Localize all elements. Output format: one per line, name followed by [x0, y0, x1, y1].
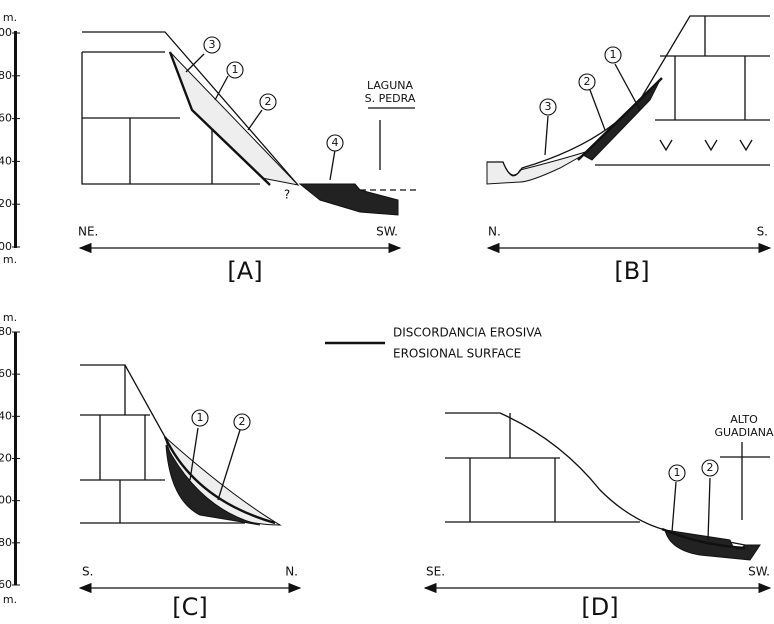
- marker: 4: [332, 136, 339, 149]
- y-tick-label: 840: [0, 154, 12, 167]
- panel-c: 1 2 S. N. [C]: [78, 364, 302, 621]
- direction-right: N.: [285, 565, 298, 579]
- y-tick-label: 820: [0, 452, 12, 465]
- y-tick-label: 900: [0, 26, 12, 39]
- direction-right: SW.: [376, 225, 398, 239]
- legend-text: EROSIONAL SURFACE: [393, 347, 521, 361]
- note: LAGUNA: [367, 79, 414, 92]
- marker-circle: [578, 73, 596, 91]
- note: ?: [284, 188, 290, 202]
- y-tick-label: 860: [0, 112, 12, 125]
- panel-label: [D]: [581, 593, 618, 621]
- deposit-4: [298, 183, 399, 216]
- marker: 2: [265, 95, 272, 108]
- note: S. PEDRA: [365, 92, 416, 105]
- marker-circle: [191, 409, 209, 427]
- marker-circle: [233, 413, 251, 431]
- leaders: [671, 442, 770, 541]
- direction-left: S.: [82, 565, 93, 579]
- panel-label: [B]: [614, 257, 649, 285]
- y-tick-label: 800: [0, 240, 12, 253]
- unit: m.: [3, 311, 17, 324]
- note: ALTO: [730, 413, 758, 426]
- panel-b: 1 2 3 N. S. [B]: [486, 15, 772, 285]
- gypsum-symbols: [659, 139, 753, 152]
- marker-circle: [203, 36, 221, 54]
- panel-a: 3 1 2 4 LAGUNA S. PEDRA ? NE. SW. [A]: [78, 31, 420, 285]
- marker: 3: [545, 100, 552, 113]
- profile: [445, 412, 746, 546]
- marker-circle: [326, 134, 344, 152]
- y-tick-label: 820: [0, 197, 12, 210]
- profile: [80, 364, 281, 526]
- marker: 1: [197, 411, 204, 424]
- marker-circle: [226, 61, 244, 79]
- marker: 2: [239, 415, 246, 428]
- axis-bar: [14, 31, 17, 248]
- strata: [81, 51, 260, 185]
- direction-left: N.: [488, 225, 501, 239]
- legend: DISCORDANCIA EROSIVA EROSIONAL SURFACE: [325, 326, 543, 361]
- profile: [82, 31, 299, 186]
- leaders: [185, 53, 336, 181]
- marker-circle: [701, 459, 719, 477]
- strata: [445, 413, 640, 523]
- panel-d: 1 2 ALTO GUADIANA SE. SW. [D]: [423, 412, 774, 621]
- marker: 3: [209, 38, 216, 51]
- leaders: [544, 63, 641, 156]
- panel-label: [A]: [227, 257, 262, 285]
- direction-right: SW.: [748, 565, 770, 579]
- axis-a: m. m. 900 880 860 840 820 800: [0, 11, 20, 266]
- erosional-surface: [168, 51, 271, 186]
- y-tick-label: 780: [0, 536, 12, 549]
- legend-text: DISCORDANCIA EROSIVA: [393, 326, 543, 340]
- marker-circle: [539, 98, 557, 116]
- marker-circle: [668, 464, 686, 482]
- y-tick-label: 840: [0, 409, 12, 422]
- unit: m.: [3, 11, 17, 24]
- marker: 1: [232, 63, 239, 76]
- direction-right: S.: [757, 225, 768, 239]
- y-tick-label: 760: [0, 578, 12, 591]
- y-tick-label: 800: [0, 494, 12, 507]
- strata: [80, 365, 245, 524]
- deposit-1: [165, 444, 261, 526]
- profile: [487, 15, 770, 176]
- strata: [595, 16, 770, 166]
- unit: m.: [3, 253, 17, 266]
- marker: 1: [610, 48, 617, 61]
- y-tick-label: 880: [0, 69, 12, 82]
- marker-circle: [259, 93, 277, 111]
- erosional-surface: [661, 527, 746, 550]
- marker: 2: [707, 461, 714, 474]
- unit: m.: [3, 593, 17, 606]
- direction-left: SE.: [426, 565, 445, 579]
- note: GUADIANA: [714, 426, 774, 439]
- y-tick-label: 880: [0, 325, 12, 338]
- erosional-surface: [577, 77, 663, 161]
- leaders: [189, 427, 241, 501]
- deposit-3: [486, 149, 593, 185]
- marker: 1: [674, 466, 681, 479]
- marker-circle: [604, 46, 622, 64]
- erosional-surface: [163, 436, 276, 525]
- axis-c: m. m. 880 860 840 820 800 780 760: [0, 311, 20, 606]
- y-tick-label: 860: [0, 367, 12, 380]
- direction-left: NE.: [78, 225, 98, 239]
- marker: 2: [584, 75, 591, 88]
- panel-label: [C]: [172, 593, 207, 621]
